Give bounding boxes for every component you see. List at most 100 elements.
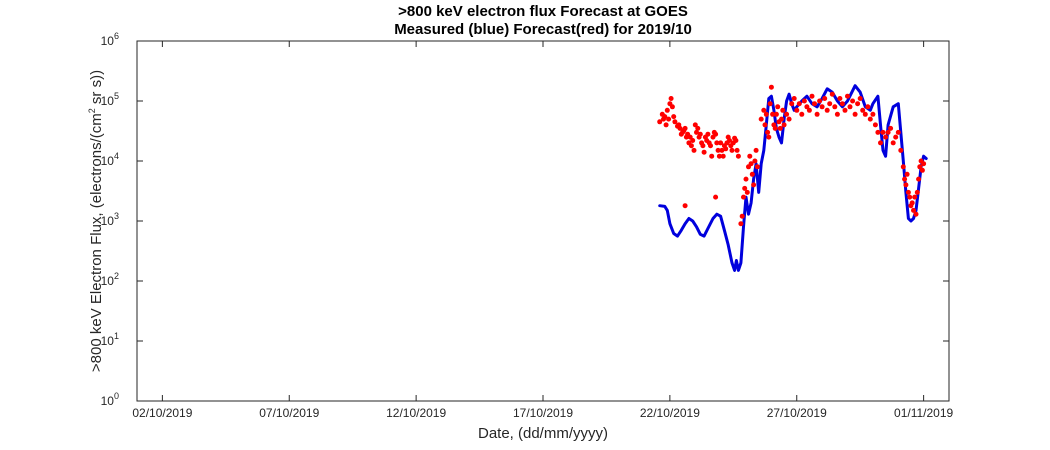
forecast-point bbox=[749, 171, 755, 177]
forecast-point bbox=[857, 96, 863, 101]
forecast-point bbox=[657, 119, 663, 125]
forecast-point bbox=[819, 104, 825, 110]
forecast-point bbox=[789, 101, 795, 107]
forecast-point bbox=[716, 153, 722, 159]
forecast-point bbox=[669, 104, 675, 110]
forecast-point bbox=[855, 101, 861, 107]
forecast-point bbox=[902, 176, 908, 182]
forecast-point bbox=[865, 104, 871, 110]
forecast-point bbox=[862, 111, 868, 117]
forecast-point bbox=[921, 161, 927, 167]
forecast-point bbox=[914, 189, 920, 195]
forecast-point bbox=[784, 111, 790, 117]
forecast-point bbox=[809, 93, 815, 99]
forecast-point bbox=[748, 161, 754, 167]
y-axis: 100 101 102 103 104 105 106 bbox=[101, 31, 949, 408]
forecast-point bbox=[663, 122, 669, 128]
forecast-point bbox=[817, 98, 823, 104]
forecast-point bbox=[822, 96, 828, 101]
forecast-point bbox=[909, 200, 915, 206]
y-tick-label: 102 bbox=[101, 271, 119, 288]
forecast-point bbox=[919, 167, 925, 173]
forecast-point bbox=[758, 116, 764, 122]
chart-title: >800 keV electron flux Forecast at GOES bbox=[398, 3, 688, 20]
forecast-point bbox=[664, 107, 670, 113]
forecast-point bbox=[705, 131, 711, 137]
x-tick-label: 17/10/2019 bbox=[513, 406, 573, 420]
forecast-point bbox=[718, 140, 724, 146]
forecast-point bbox=[852, 111, 858, 117]
x-tick-label: 27/10/2019 bbox=[767, 406, 827, 420]
forecast-point bbox=[806, 107, 812, 113]
forecast-point bbox=[697, 131, 703, 137]
forecast-point bbox=[700, 143, 706, 149]
forecast-point bbox=[905, 189, 911, 195]
forecast-point bbox=[890, 140, 896, 146]
forecast-point bbox=[742, 185, 748, 191]
forecast-point bbox=[775, 104, 781, 110]
forecast-point bbox=[701, 149, 707, 155]
forecast-point bbox=[719, 147, 725, 153]
forecast-point bbox=[907, 194, 913, 200]
forecast-point bbox=[850, 98, 856, 104]
forecast-point bbox=[735, 153, 741, 159]
forecast-point bbox=[772, 125, 778, 131]
forecast-point bbox=[900, 164, 906, 170]
y-tick-label: 103 bbox=[101, 211, 119, 228]
forecast-point bbox=[916, 176, 922, 182]
x-tick-label: 02/10/2019 bbox=[132, 406, 192, 420]
forecast-point bbox=[839, 101, 845, 107]
forecast-point bbox=[829, 91, 835, 97]
forecast-point bbox=[768, 84, 774, 90]
series-layer bbox=[657, 84, 928, 272]
forecast-point bbox=[690, 138, 696, 143]
forecast-point bbox=[763, 111, 769, 117]
forecast-point bbox=[912, 194, 918, 200]
forecast-point bbox=[715, 147, 721, 153]
forecast-point bbox=[761, 107, 767, 113]
forecast-point bbox=[898, 147, 904, 153]
y-tick-label: 106 bbox=[101, 31, 119, 48]
forecast-point bbox=[765, 129, 771, 135]
forecast-point bbox=[770, 111, 776, 117]
forecast-point bbox=[691, 147, 697, 153]
forecast-point bbox=[708, 143, 713, 149]
y-tick-label: 104 bbox=[101, 151, 119, 168]
forecast-point bbox=[799, 111, 805, 117]
forecast-point bbox=[827, 101, 833, 107]
x-tick-label: 22/10/2019 bbox=[640, 406, 700, 420]
forecast-point bbox=[692, 122, 698, 128]
forecast-point bbox=[682, 125, 688, 131]
forecast-point bbox=[888, 125, 894, 131]
forecast-point bbox=[904, 171, 910, 177]
forecast-point bbox=[729, 147, 735, 153]
forecast-point bbox=[713, 131, 719, 137]
forecast-point bbox=[870, 111, 876, 117]
forecast-point bbox=[713, 194, 719, 200]
forecast-point bbox=[824, 107, 830, 113]
y-axis-label: >800 keV Electron Flux, (electrons/(cm2 … bbox=[87, 70, 105, 372]
forecast-point bbox=[727, 138, 732, 143]
forecast-point bbox=[741, 194, 746, 200]
x-tick-label: 01/11/2019 bbox=[894, 406, 953, 420]
forecast-point bbox=[781, 122, 787, 128]
forecast-point bbox=[786, 116, 792, 122]
forecast-point bbox=[779, 116, 784, 122]
forecast-point bbox=[872, 122, 878, 128]
forecast-point bbox=[754, 164, 760, 170]
forecast-point bbox=[911, 207, 916, 213]
forecast-point bbox=[885, 129, 891, 135]
forecast-point bbox=[738, 221, 744, 227]
forecast-point bbox=[751, 182, 757, 188]
measured-flux-line bbox=[658, 84, 928, 272]
forecast-point bbox=[694, 129, 699, 135]
forecast-point bbox=[832, 104, 838, 110]
y-tick-label: 100 bbox=[101, 391, 119, 408]
forecast-point bbox=[804, 104, 810, 110]
forecast-point bbox=[791, 96, 797, 101]
forecast-point bbox=[733, 138, 739, 143]
forecast-point bbox=[880, 129, 886, 135]
forecast-point bbox=[883, 134, 889, 140]
series-measured bbox=[658, 84, 928, 272]
